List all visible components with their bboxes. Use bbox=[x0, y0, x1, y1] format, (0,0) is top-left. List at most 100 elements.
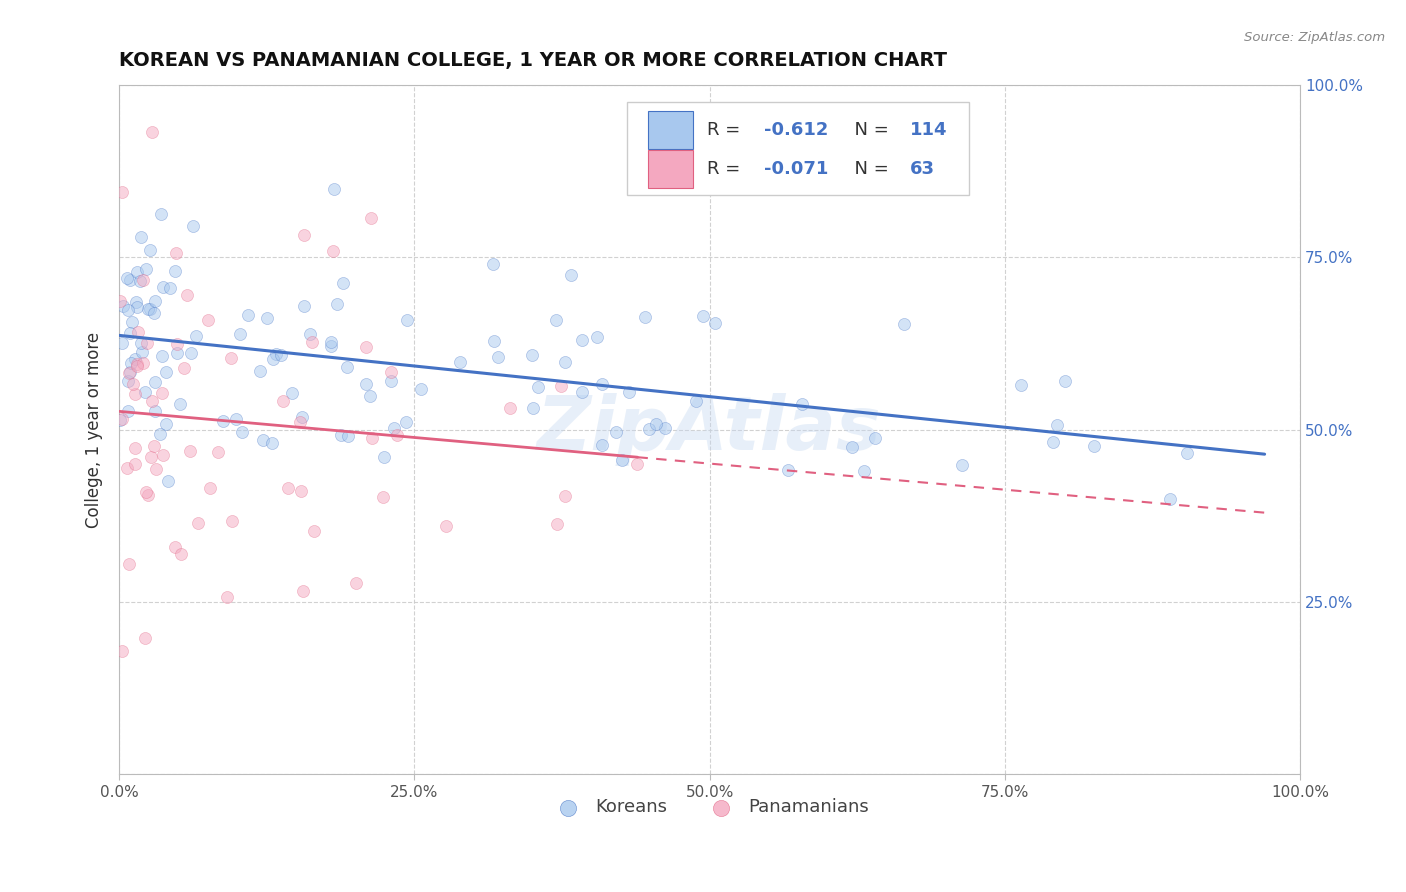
Point bbox=[554, 489, 576, 503]
Point bbox=[231, 425, 253, 440]
Point bbox=[385, 427, 408, 442]
Point bbox=[159, 281, 181, 295]
Point bbox=[290, 483, 312, 498]
Point bbox=[322, 244, 344, 258]
Point bbox=[336, 360, 359, 375]
Point bbox=[117, 302, 139, 317]
Point bbox=[176, 288, 198, 302]
Point bbox=[612, 453, 634, 467]
Point bbox=[152, 280, 174, 294]
Point bbox=[262, 436, 284, 450]
Point bbox=[165, 246, 187, 260]
Point bbox=[482, 334, 505, 348]
Point bbox=[124, 457, 146, 471]
Text: Source: ZipAtlas.com: Source: ZipAtlas.com bbox=[1244, 31, 1385, 45]
Point bbox=[142, 439, 165, 453]
FancyBboxPatch shape bbox=[627, 103, 969, 195]
Point bbox=[180, 346, 202, 360]
Point bbox=[152, 349, 174, 363]
Point bbox=[291, 410, 314, 425]
Point bbox=[645, 417, 668, 431]
Point bbox=[135, 262, 157, 277]
Point bbox=[354, 376, 377, 391]
Point bbox=[527, 380, 550, 394]
Text: N =: N = bbox=[844, 121, 894, 139]
Point bbox=[395, 312, 418, 326]
Point bbox=[127, 300, 149, 314]
Point bbox=[301, 334, 323, 349]
Point bbox=[654, 420, 676, 434]
Point bbox=[121, 377, 143, 392]
Point bbox=[271, 393, 294, 408]
Point bbox=[136, 488, 159, 502]
Point bbox=[330, 428, 353, 442]
Point bbox=[337, 428, 360, 442]
Point bbox=[841, 440, 863, 454]
Point bbox=[135, 336, 157, 351]
Point bbox=[554, 355, 576, 369]
Point bbox=[124, 352, 146, 367]
Text: KOREAN VS PANAMANIAN COLLEGE, 1 YEAR OR MORE CORRELATION CHART: KOREAN VS PANAMANIAN COLLEGE, 1 YEAR OR … bbox=[120, 51, 948, 70]
Point bbox=[165, 264, 187, 278]
Point bbox=[486, 350, 509, 364]
Point bbox=[703, 316, 725, 330]
Point bbox=[1159, 491, 1181, 506]
Point bbox=[692, 309, 714, 323]
Point bbox=[292, 299, 315, 313]
Point bbox=[120, 356, 142, 370]
Point bbox=[359, 389, 381, 403]
Point bbox=[132, 355, 155, 369]
Point bbox=[117, 374, 139, 388]
Point bbox=[344, 575, 367, 590]
Point bbox=[626, 457, 648, 471]
Point bbox=[125, 357, 148, 371]
Point bbox=[145, 375, 167, 389]
Point bbox=[134, 632, 156, 646]
Point bbox=[277, 481, 299, 495]
Point bbox=[155, 417, 177, 432]
Point bbox=[326, 297, 349, 311]
Point bbox=[118, 557, 141, 571]
Point bbox=[1175, 446, 1198, 460]
Point bbox=[198, 481, 221, 495]
Point bbox=[1042, 434, 1064, 449]
Point bbox=[520, 348, 543, 362]
FancyBboxPatch shape bbox=[648, 112, 693, 149]
Point bbox=[127, 325, 149, 339]
Point bbox=[371, 490, 394, 504]
Point bbox=[212, 414, 235, 428]
Point bbox=[108, 294, 131, 309]
Point bbox=[249, 364, 271, 378]
Point bbox=[111, 411, 134, 425]
Point bbox=[550, 379, 572, 393]
Point bbox=[139, 301, 162, 316]
Point bbox=[129, 230, 152, 244]
Point bbox=[131, 335, 153, 350]
Text: N =: N = bbox=[844, 161, 894, 178]
Point bbox=[166, 336, 188, 351]
Point bbox=[143, 293, 166, 308]
Point bbox=[141, 450, 163, 464]
Point bbox=[138, 244, 160, 258]
Point bbox=[299, 326, 322, 341]
Point bbox=[111, 186, 134, 200]
Point bbox=[571, 385, 593, 400]
Point bbox=[125, 295, 148, 310]
Point bbox=[229, 327, 252, 342]
Point bbox=[863, 431, 886, 445]
Point bbox=[270, 348, 292, 362]
Point bbox=[221, 514, 243, 528]
Point bbox=[1010, 378, 1032, 392]
Point bbox=[181, 219, 204, 234]
Text: 63: 63 bbox=[910, 161, 935, 178]
Point bbox=[118, 273, 141, 287]
Point bbox=[1046, 418, 1069, 433]
Point bbox=[591, 438, 613, 452]
Point bbox=[166, 346, 188, 360]
Point bbox=[323, 182, 346, 196]
Point bbox=[571, 333, 593, 347]
Point bbox=[591, 376, 613, 391]
Point bbox=[499, 401, 522, 415]
Point bbox=[125, 359, 148, 373]
Point bbox=[638, 422, 661, 436]
